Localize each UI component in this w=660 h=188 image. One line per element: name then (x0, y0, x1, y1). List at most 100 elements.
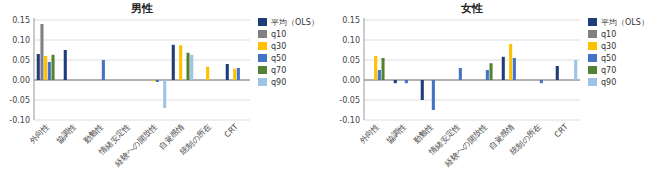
bar (536, 80, 539, 81)
bar (556, 66, 559, 80)
y-tick-label: 0.00 (12, 76, 30, 85)
bar (385, 80, 388, 81)
x-tick-label: 協調性 (385, 122, 408, 145)
grid-line (364, 20, 580, 21)
bar (543, 80, 546, 81)
bar (478, 80, 481, 81)
legend-label: q50 (271, 54, 286, 63)
y-tick-label: 0.00 (342, 76, 360, 85)
legend-swatch (588, 54, 597, 62)
bar (179, 45, 182, 80)
legend-swatch (588, 66, 597, 74)
bar (159, 80, 162, 81)
bar (121, 80, 124, 81)
grid-line (34, 120, 250, 121)
bar (412, 80, 415, 81)
bar (367, 80, 370, 81)
bar (202, 80, 205, 81)
bar (233, 69, 236, 80)
bar (493, 80, 496, 81)
grid-line (364, 60, 580, 61)
bar (509, 44, 512, 80)
bar (82, 80, 85, 81)
y-axis-line (364, 18, 365, 120)
bar (466, 80, 469, 81)
bar (98, 80, 101, 81)
bar (118, 80, 121, 81)
y-tick-label: -0.10 (9, 116, 30, 125)
bar (405, 80, 408, 83)
legend-label: q50 (601, 54, 616, 63)
bar (432, 80, 435, 110)
x-tick-label: 経験への開放性 (112, 122, 159, 169)
bar (428, 80, 431, 81)
bar (486, 70, 489, 80)
bar (401, 80, 404, 81)
y-tick-label: 0.05 (342, 56, 360, 65)
legend-swatch (258, 54, 267, 62)
bar (394, 80, 397, 83)
bar (217, 80, 220, 81)
bar (105, 80, 108, 81)
chart: 男性-0.10-0.050.000.050.100.15外向性協調性勤勉性情緒安… (0, 0, 660, 188)
bar (145, 80, 148, 81)
y-tick-label: 0.05 (12, 56, 30, 65)
y-tick-label: -0.10 (339, 116, 360, 125)
x-tick-label: 勤勉性 (412, 122, 435, 145)
bar (132, 80, 135, 81)
bar (206, 67, 209, 80)
legend-label: q10 (271, 30, 286, 39)
bar (505, 80, 508, 81)
legend-swatch (588, 78, 597, 86)
legend-swatch (258, 30, 267, 38)
x-tick-label: 統制の所在 (508, 122, 543, 157)
bar (529, 80, 532, 81)
bar (475, 80, 478, 81)
bar (199, 80, 202, 81)
grid-line (34, 100, 250, 101)
bar (37, 54, 40, 80)
bar (502, 57, 505, 80)
bar (451, 80, 454, 81)
bar (102, 60, 105, 80)
bar (408, 80, 411, 81)
bar (156, 80, 159, 82)
y-axis-line (34, 18, 35, 120)
bar (448, 80, 451, 81)
bar (213, 80, 216, 81)
bar (152, 80, 155, 81)
bar (435, 80, 438, 81)
grid-line (364, 40, 580, 41)
x-tick-label: CRT (553, 122, 570, 139)
x-tick-label: 勤勉性 (82, 122, 105, 145)
bar (397, 80, 400, 81)
bar (210, 80, 213, 81)
x-tick-label: 外向性 (358, 122, 381, 145)
panel: 男性-0.10-0.050.000.050.100.15外向性協調性勤勉性情緒安… (9, 2, 319, 169)
legend-swatch (588, 18, 597, 26)
bar (40, 24, 43, 80)
bars (374, 44, 577, 110)
bar (183, 80, 186, 81)
bar (570, 80, 573, 81)
bar (459, 68, 462, 80)
legend-swatch (258, 42, 267, 50)
bar (48, 62, 51, 80)
bar (462, 80, 465, 81)
bar (55, 80, 58, 81)
bar (91, 80, 94, 81)
bar (567, 80, 570, 81)
legend-label: 平均（OLS） (601, 18, 649, 27)
legend-label: 平均（OLS） (271, 18, 319, 27)
bar (226, 64, 229, 80)
panel: 女性-0.10-0.050.000.050.100.15外向性協調性勤勉性情緒安… (339, 2, 649, 169)
y-tick-label: 0.15 (12, 16, 30, 25)
bar (482, 80, 485, 81)
legend: 平均（OLS）q10q30q50q70q90 (588, 18, 649, 87)
x-tick-label: 外向性 (28, 122, 51, 145)
bar (94, 80, 97, 81)
y-tick-label: 0.10 (12, 36, 30, 45)
bar (547, 80, 550, 81)
bar (244, 80, 247, 81)
bar (378, 70, 381, 80)
